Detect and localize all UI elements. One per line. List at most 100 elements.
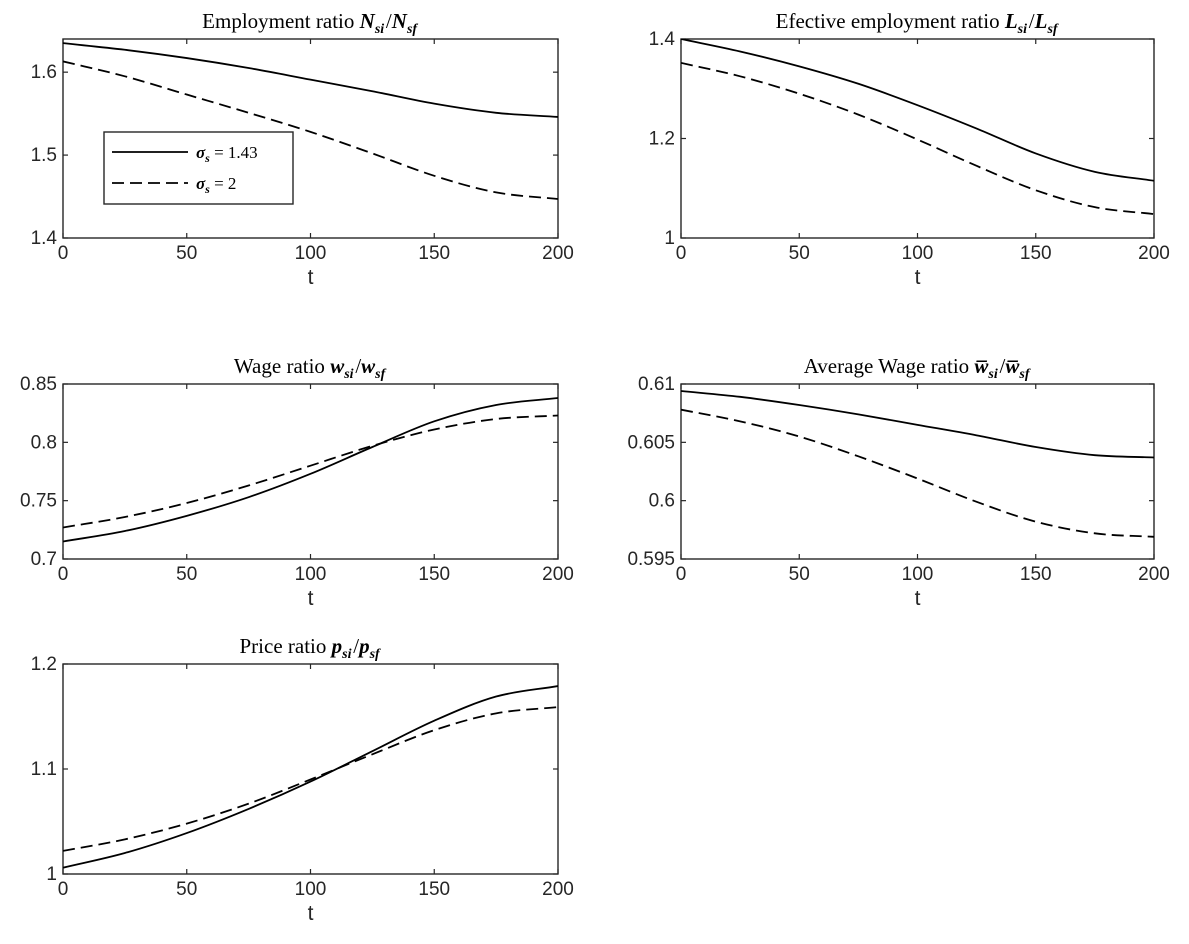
x-tick-label: 100: [295, 243, 327, 264]
title-spacer: [1030, 354, 1032, 378]
axes-box: [680, 383, 1155, 560]
title-symbol: w: [361, 354, 376, 378]
series-solid-line: [63, 397, 558, 543]
title-subscript: sf: [1046, 22, 1058, 37]
axes-box: [62, 383, 559, 560]
y-tick-label: 1.5: [31, 145, 57, 166]
series-dashed-line: [681, 408, 1154, 538]
title-spacer: [385, 354, 387, 378]
x-tick-label: 150: [418, 564, 450, 585]
legend-box: [103, 131, 294, 205]
title-spacer: [1058, 9, 1060, 33]
series-dashed-line: [63, 414, 558, 529]
chart-title: Employment ratio Nsi /Nsf: [202, 9, 419, 37]
legend-subscript: s: [204, 182, 210, 196]
title-subscript: si: [343, 367, 353, 382]
x-axis-label: t: [915, 266, 921, 289]
title-subscript: si: [374, 22, 384, 37]
x-tick-label: 0: [58, 879, 69, 900]
series-solid-line: [63, 42, 558, 118]
series-dashed-line: [681, 62, 1154, 216]
y-tick-label: 0.61: [638, 374, 675, 395]
title-slash: /: [1000, 354, 1006, 378]
panel-employment-ratio: 0 50 100 150 200 1.4 1.5 1.6 t Employment ratio N…: [31, 9, 574, 289]
title-subscript: si: [987, 367, 997, 382]
title-symbol: p: [357, 634, 370, 658]
y-tick-label: 0.605: [627, 432, 675, 453]
y-tick-label: 1.2: [31, 654, 57, 675]
title-plain: Wage ratio: [234, 354, 330, 378]
x-tick-label: 200: [542, 243, 574, 264]
title-symbol: L: [1004, 9, 1018, 33]
title-plain: Efective employment ratio: [776, 9, 1005, 33]
y-tick-label: 1.4: [649, 29, 676, 50]
x-tick-label: 200: [542, 879, 574, 900]
title-slash: /: [353, 634, 359, 658]
series-dashed-line: [63, 60, 558, 200]
legend-label: σs = 1.43: [196, 143, 258, 165]
x-axis-label: t: [308, 902, 314, 925]
x-tick-label: 150: [1020, 564, 1052, 585]
series-solid-line: [681, 39, 1154, 182]
x-tick-label: 200: [1138, 243, 1170, 264]
x-tick-label: 0: [58, 243, 69, 264]
legend-value: = 2: [210, 174, 237, 193]
axes-box: [62, 663, 559, 875]
y-tick-label: 0.595: [627, 549, 675, 570]
y-tick-label: 1: [664, 228, 675, 249]
chart-title: Average Wage ratio w̅si /w̅sf: [804, 354, 1032, 382]
title-subscript: sf: [1018, 367, 1030, 382]
title-symbol: N: [391, 9, 408, 33]
panel-price-ratio: 0 50 100 150 200 1 1.1 1.2 t Price ratio psi /psf: [31, 634, 574, 925]
x-tick-label: 50: [789, 243, 810, 264]
title-plain: Employment ratio: [202, 9, 359, 33]
legend-sigma: σ: [196, 143, 206, 162]
x-tick-label: 150: [1020, 243, 1052, 264]
series-dashed-line: [63, 706, 558, 852]
y-tick-label: 1: [46, 864, 57, 885]
title-subscript: sf: [374, 367, 386, 382]
y-tick-label: 0.7: [31, 549, 57, 570]
legend-sigma: σ: [196, 174, 206, 193]
series-solid-line: [681, 390, 1154, 459]
x-tick-label: 100: [295, 564, 327, 585]
title-symbol: L: [1034, 9, 1048, 33]
title-plain: Price ratio: [240, 634, 332, 658]
title-spacer: [417, 9, 419, 33]
y-tick-label: 1.1: [31, 759, 57, 780]
title-subscript: sf: [406, 22, 418, 37]
series-solid-line: [63, 685, 558, 869]
title-symbol: w̅: [974, 354, 989, 378]
x-tick-label: 200: [1138, 564, 1170, 585]
panel-effective-employment-ratio: 0 50 100 150 200 1 1.2 1.4 t Efective employment …: [649, 9, 1170, 289]
title-symbol: w: [330, 354, 345, 378]
x-axis-label: t: [915, 587, 921, 610]
x-tick-label: 200: [542, 564, 574, 585]
chart-title: Price ratio psi /psf: [240, 634, 382, 662]
x-tick-label: 150: [418, 879, 450, 900]
y-tick-label: 1.2: [649, 129, 675, 150]
title-slash: /: [386, 9, 392, 33]
y-tick-label: 0.6: [649, 491, 675, 512]
title-symbol: N: [359, 9, 376, 33]
y-tick-label: 1.6: [31, 62, 57, 83]
x-tick-label: 150: [418, 243, 450, 264]
x-axis-label: t: [308, 587, 314, 610]
title-symbol: w̅: [1005, 354, 1020, 378]
chart-title: Wage ratio wsi /wsf: [234, 354, 387, 382]
chart-title: Efective employment ratio Lsi /Lsf: [776, 9, 1060, 37]
x-tick-label: 50: [176, 879, 197, 900]
title-symbol: p: [330, 634, 343, 658]
x-tick-label: 100: [902, 243, 934, 264]
title-slash: /: [355, 354, 361, 378]
title-subscript: si: [1017, 22, 1027, 37]
x-tick-label: 0: [676, 564, 687, 585]
panel-average-wage-ratio: 0 50 100 150 200 0.595 0.6 0.605 0.61 t Average Wa…: [627, 354, 1169, 610]
x-tick-label: 50: [176, 243, 197, 264]
x-tick-label: 100: [295, 879, 327, 900]
x-axis-label: t: [308, 266, 314, 289]
axes-box: [680, 38, 1155, 239]
x-tick-label: 50: [176, 564, 197, 585]
